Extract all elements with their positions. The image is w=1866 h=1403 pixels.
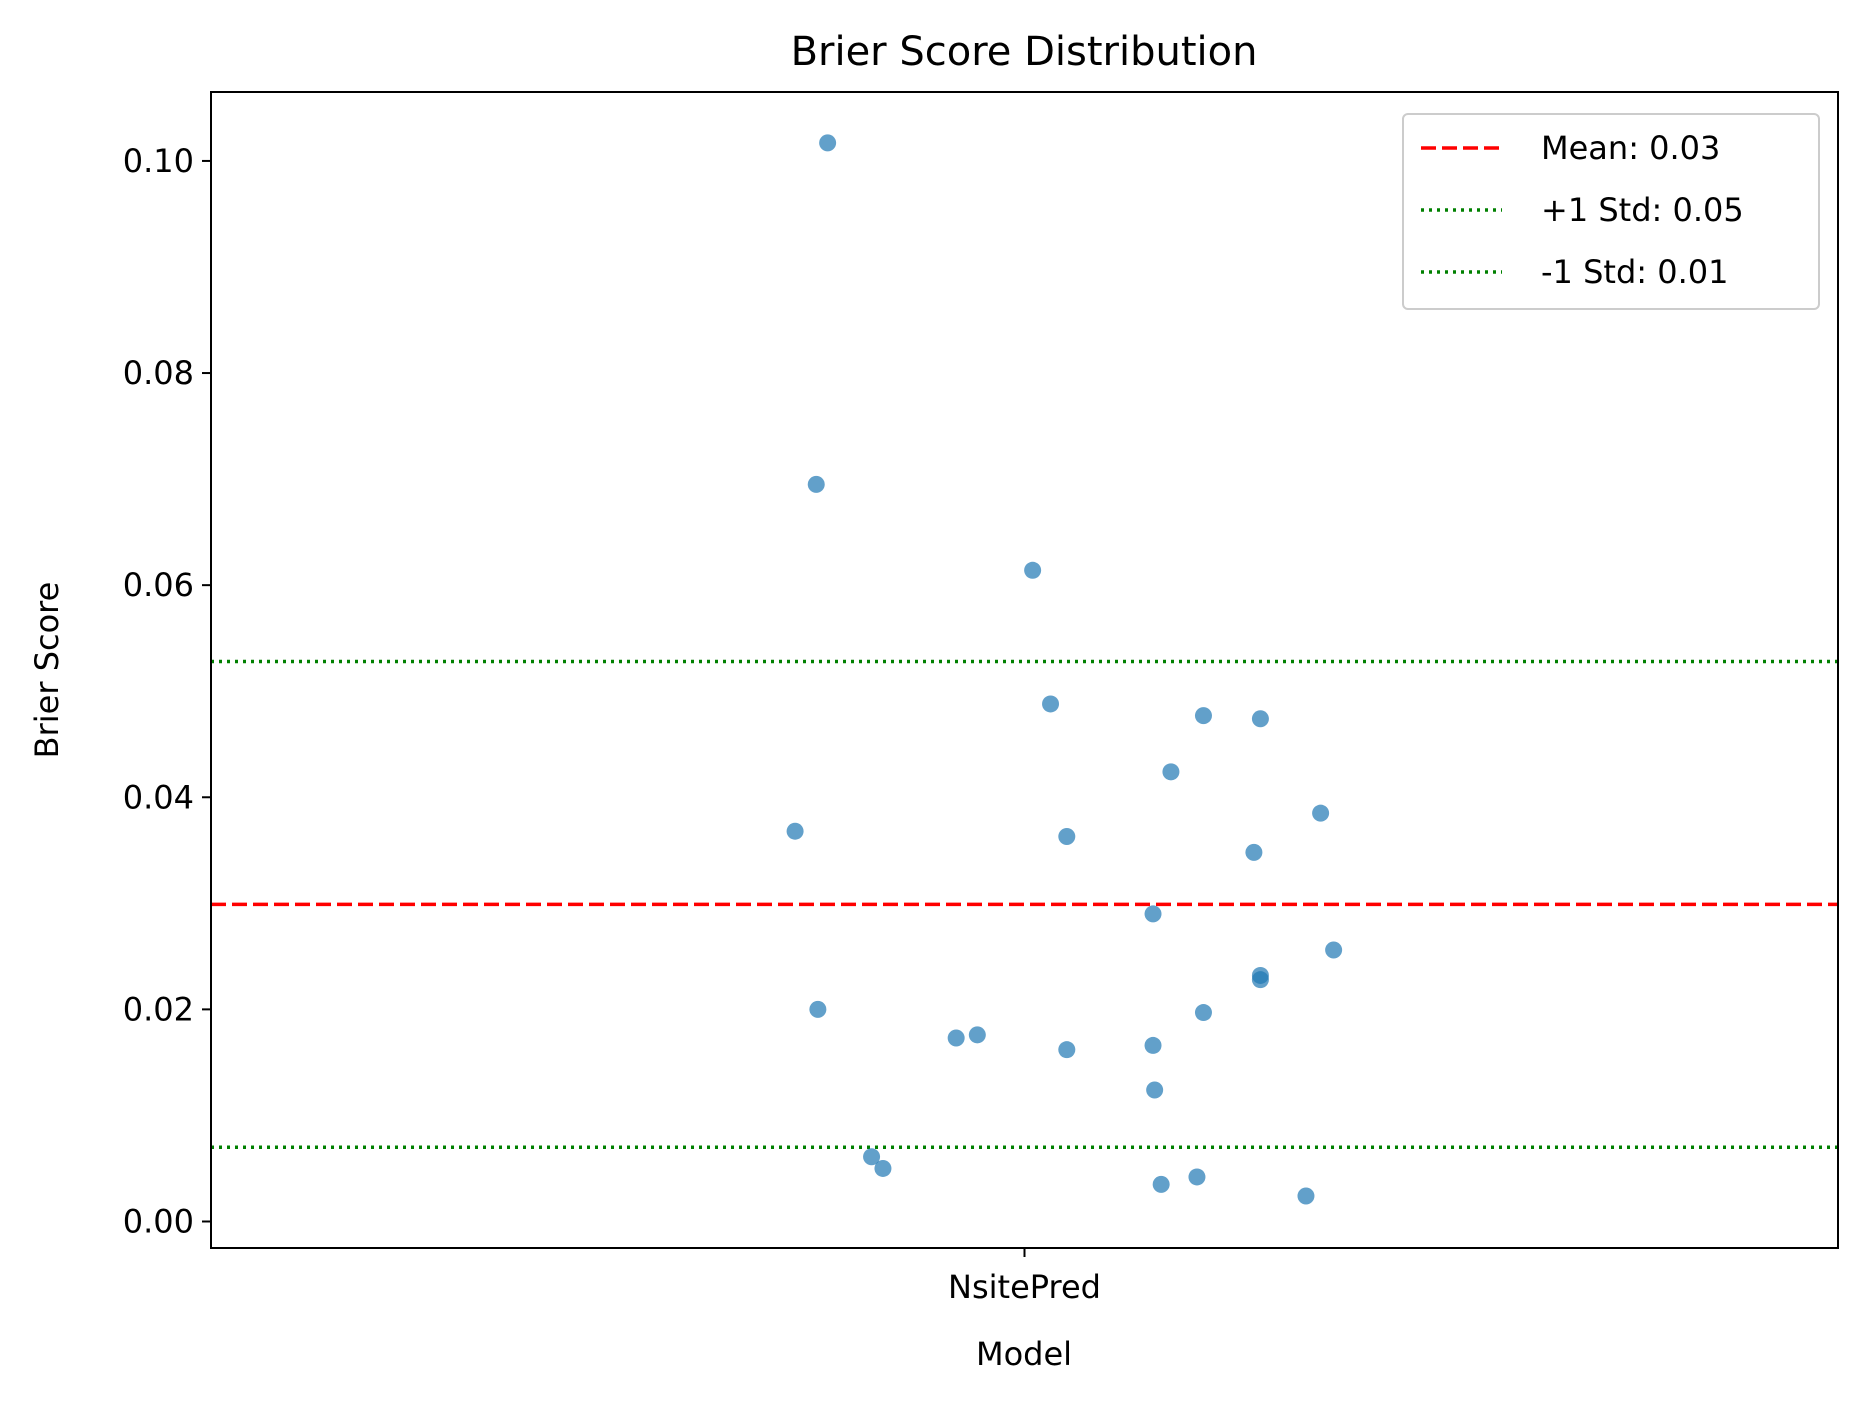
data-point	[1325, 941, 1343, 959]
data-point	[1297, 1187, 1315, 1205]
y-tick-label: 0.04	[123, 778, 194, 816]
data-point	[1144, 1036, 1162, 1054]
x-axis-label: Model	[976, 1335, 1072, 1373]
data-point	[874, 1159, 892, 1177]
data-point	[809, 1000, 827, 1018]
legend-label: -1 Std: 0.01	[1541, 253, 1728, 291]
data-point	[1042, 695, 1060, 713]
legend-label: +1 Std: 0.05	[1541, 191, 1744, 229]
data-point	[1194, 707, 1212, 725]
data-point	[1058, 828, 1076, 846]
data-point	[863, 1148, 881, 1166]
data-point	[1194, 1004, 1212, 1022]
data-point	[1144, 905, 1162, 923]
data-point	[1162, 763, 1180, 781]
data-point	[1251, 710, 1269, 728]
x-axis: NsitePred	[948, 1248, 1101, 1306]
data-points	[786, 134, 1343, 1205]
data-point	[807, 475, 825, 493]
data-point	[1251, 971, 1269, 989]
y-tick-label: 0.10	[123, 142, 194, 180]
data-point	[947, 1029, 965, 1047]
reference-lines	[211, 659, 1838, 1149]
chart-title: Brier Score Distribution	[791, 29, 1258, 75]
data-point	[786, 822, 804, 840]
data-point	[968, 1026, 986, 1044]
plot-frame	[210, 91, 1839, 1249]
data-point	[1312, 804, 1330, 822]
legend: Mean: 0.03 +1 Std: 0.05 -1 Std: 0.01	[1402, 113, 1820, 310]
legend-box	[1402, 113, 1820, 310]
data-point	[1152, 1175, 1170, 1193]
y-axis: 0.00 0.02 0.04 0.06 0.08 0.10	[123, 142, 211, 1240]
y-axis-label: Brier Score	[28, 582, 66, 759]
data-point	[1188, 1168, 1206, 1186]
legend-label: Mean: 0.03	[1541, 129, 1720, 167]
data-point	[819, 134, 837, 152]
y-tick-label: 0.02	[123, 990, 194, 1028]
data-point	[1058, 1041, 1076, 1059]
y-tick-label: 0.08	[123, 354, 194, 392]
x-tick-label: NsitePred	[948, 1268, 1101, 1306]
y-tick-label: 0.00	[123, 1202, 194, 1240]
y-tick-label: 0.06	[123, 566, 194, 604]
data-point	[1146, 1081, 1164, 1099]
data-point	[1245, 843, 1263, 861]
data-point	[1024, 561, 1042, 579]
